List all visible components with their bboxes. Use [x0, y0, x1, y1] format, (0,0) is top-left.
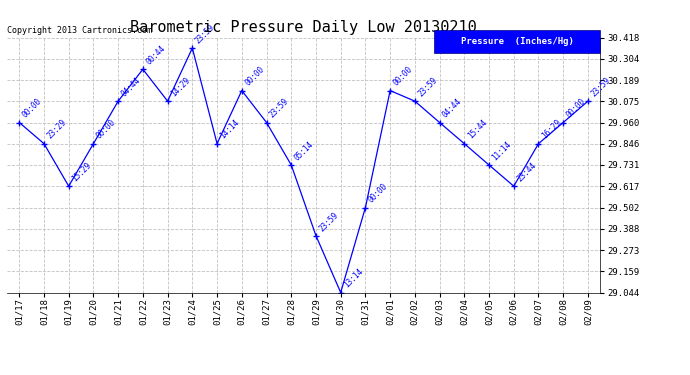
Text: 00:00: 00:00	[367, 182, 390, 205]
Text: Copyright 2013 Cartronics.com: Copyright 2013 Cartronics.com	[7, 26, 152, 35]
Text: Pressure  (Inches/Hg): Pressure (Inches/Hg)	[461, 37, 573, 46]
FancyBboxPatch shape	[434, 30, 600, 53]
Title: Barometric Pressure Daily Low 20130210: Barometric Pressure Daily Low 20130210	[130, 20, 477, 35]
Text: 15:29: 15:29	[70, 160, 93, 183]
Text: 23:59: 23:59	[416, 76, 439, 98]
Text: 11:14: 11:14	[491, 140, 513, 162]
Text: 04:44: 04:44	[119, 76, 142, 98]
Text: 14:14: 14:14	[219, 118, 241, 141]
Text: 00:00: 00:00	[391, 65, 414, 88]
Text: 00:00: 00:00	[243, 65, 266, 88]
Text: 00:44: 00:44	[144, 44, 167, 66]
Text: 16:29: 16:29	[540, 118, 562, 141]
Text: 23:44: 23:44	[515, 160, 538, 183]
Text: 05:14: 05:14	[293, 140, 315, 162]
Text: 14:29: 14:29	[169, 76, 192, 98]
Text: 00:00: 00:00	[95, 118, 117, 141]
Text: 04:44: 04:44	[441, 97, 464, 120]
Text: 13:14: 13:14	[342, 267, 365, 290]
Text: 00:00: 00:00	[21, 97, 43, 120]
Text: 00:00: 00:00	[564, 97, 587, 120]
Text: 23:29: 23:29	[46, 118, 68, 141]
Text: 23:59: 23:59	[317, 210, 340, 233]
Text: 23:59: 23:59	[268, 97, 290, 120]
Text: 23:59: 23:59	[194, 22, 217, 45]
Text: 15:44: 15:44	[466, 118, 489, 141]
Text: 23:59: 23:59	[589, 76, 612, 98]
